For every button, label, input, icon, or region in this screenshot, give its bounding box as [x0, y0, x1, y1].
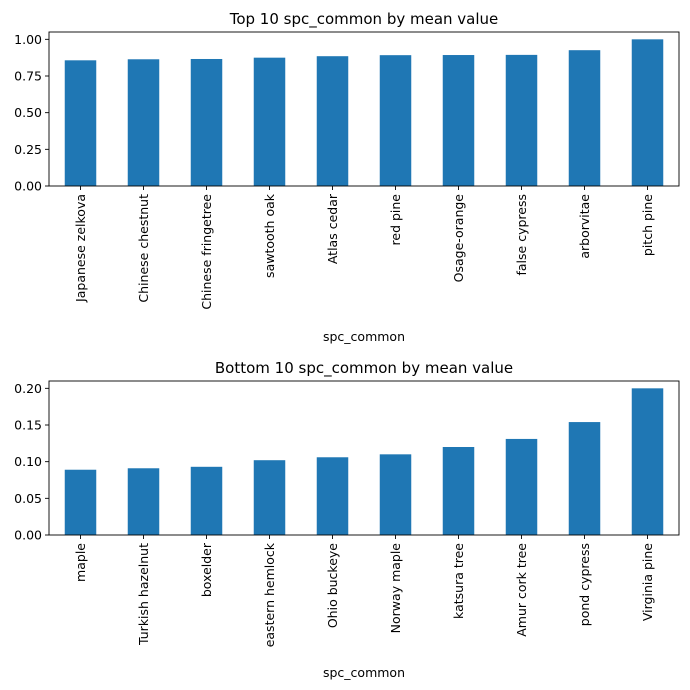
- bottom-ytick-label: 0.10: [14, 454, 42, 469]
- top-ytick-label: 0.50: [14, 105, 42, 120]
- bottom-bar-6: [379, 454, 412, 535]
- top-chart-title: Top 10 spc_common by mean value: [229, 10, 499, 29]
- top-bar-6: [379, 55, 412, 186]
- top-xtick-label: Atlas cedar: [325, 193, 340, 264]
- bottom-xtick-label: boxelder: [199, 542, 214, 597]
- bottom-bar-9: [568, 422, 601, 535]
- top-xtick-label: Chinese chestnut: [136, 194, 151, 303]
- bottom-ytick-label: 0.00: [14, 528, 42, 543]
- top-10-chart: Top 10 spc_common by mean value 0.00 0.25 0…: [14, 10, 680, 344]
- bottom-bar-7: [442, 447, 475, 535]
- top-bar-2: [127, 59, 160, 186]
- top-bar-10: [631, 39, 664, 186]
- top-x-axis-label: spc_common: [323, 329, 405, 344]
- bottom-xtick-label: Ohio buckeye: [325, 543, 340, 628]
- bottom-bar-3: [190, 466, 223, 535]
- top-xtick-label: red pine: [388, 194, 403, 246]
- top-xtick-label: false cypress: [514, 194, 529, 276]
- top-bar-7: [442, 55, 475, 186]
- bottom-bar-4: [253, 460, 286, 535]
- bottom-xtick-label: Norway maple: [388, 543, 403, 634]
- top-xtick-label: Osage-orange: [451, 194, 466, 283]
- top-xtick-label: sawtooth oak: [262, 193, 277, 278]
- top-bar-5: [316, 56, 349, 187]
- bottom-xtick-label: pond cypress: [577, 543, 592, 626]
- top-ytick-label: 0.25: [14, 142, 42, 157]
- bottom-ytick-label: 0.05: [14, 491, 42, 506]
- bottom-bar-1: [64, 469, 97, 535]
- bottom-bar-5: [316, 457, 349, 535]
- bottom-xtick-label: Virginia pine: [640, 543, 655, 621]
- bottom-xtick-label: eastern hemlock: [262, 542, 277, 647]
- top-ytick-label: 0.75: [14, 69, 42, 84]
- top-plot-frame: [48, 31, 680, 187]
- top-xtick-label: Chinese fringetree: [199, 194, 214, 310]
- top-bar-3: [190, 58, 223, 186]
- top-ytick-label: 1.00: [14, 32, 42, 47]
- bottom-xtick-label: katsura tree: [451, 543, 466, 619]
- top-bar-8: [505, 54, 538, 186]
- top-bar-4: [253, 57, 286, 186]
- top-bar-9: [568, 50, 601, 186]
- bottom-bar-10: [631, 388, 664, 535]
- bottom-bar-2: [127, 468, 160, 535]
- bottom-xtick-label: Turkish hazelnut: [136, 543, 151, 646]
- bottom-chart-title: Bottom 10 spc_common by mean value: [215, 359, 513, 378]
- bottom-xtick-label: maple: [73, 543, 88, 582]
- top-ytick-label: 0.00: [14, 179, 42, 194]
- top-bar-1: [64, 60, 97, 187]
- bottom-ytick-label: 0.20: [14, 381, 42, 396]
- bottom-10-chart: Bottom 10 spc_common by mean value 0.00 0.…: [14, 359, 680, 680]
- top-xtick-label: arborvitae: [577, 194, 592, 259]
- bottom-xtick-label: Amur cork tree: [514, 543, 529, 637]
- top-xtick-label: pitch pine: [640, 194, 655, 256]
- top-xtick-label: Japanese zelkova: [73, 194, 88, 303]
- bottom-plot-frame: [48, 380, 680, 536]
- bottom-bar-8: [505, 438, 538, 535]
- bottom-ytick-label: 0.15: [14, 418, 42, 433]
- bottom-x-axis-label: spc_common: [323, 665, 405, 680]
